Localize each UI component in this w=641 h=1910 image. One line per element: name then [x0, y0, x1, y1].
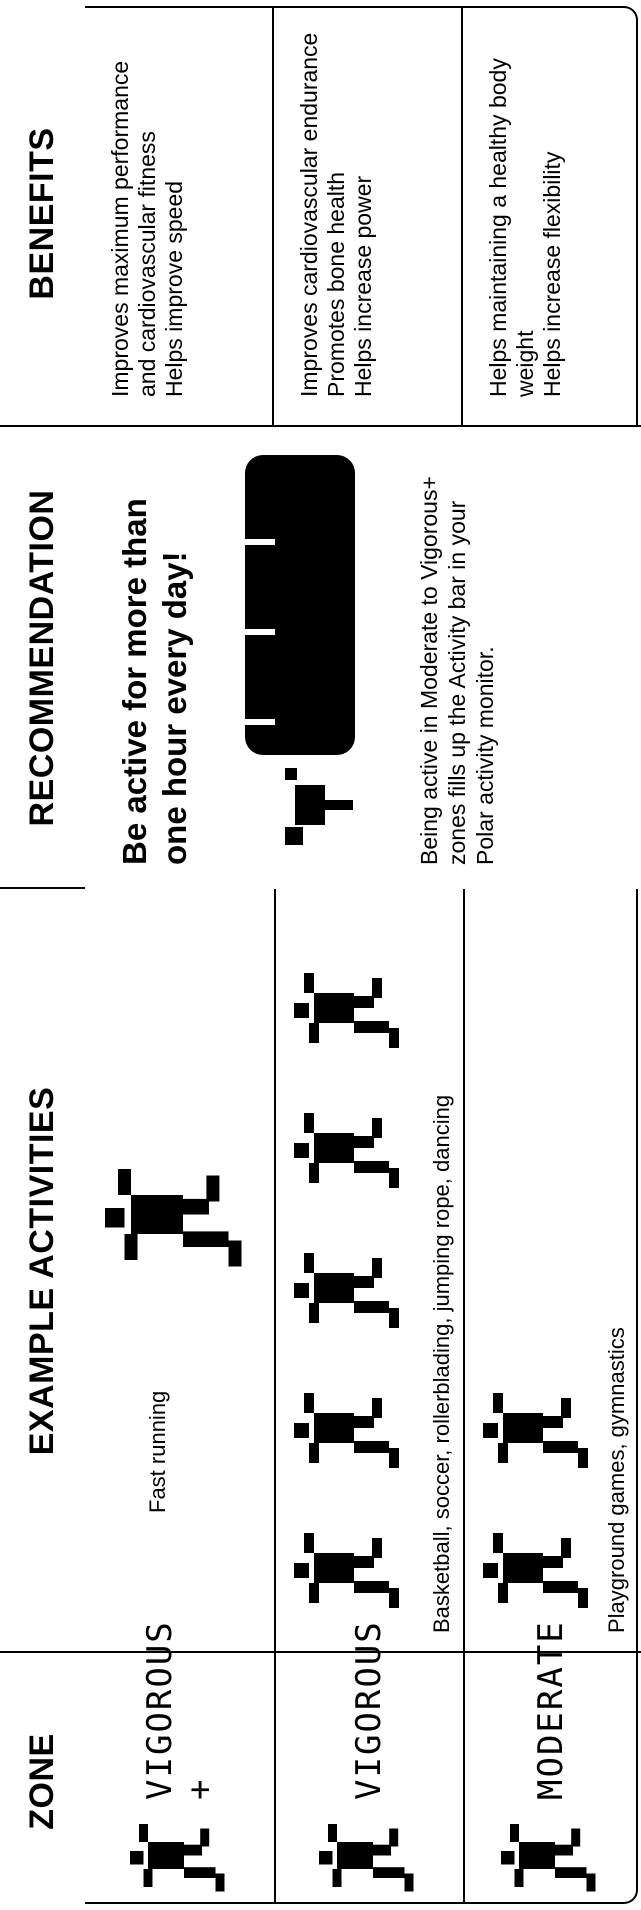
zone-cell: MODERATE [463, 1620, 638, 1910]
header-zone: ZONE [23, 1733, 61, 1830]
activities: Fast running [145, 1390, 170, 1513]
pictogram [294, 1253, 399, 1328]
benefit: Improves maximum performance and cardiov… [107, 60, 160, 397]
pictogram [318, 1824, 413, 1892]
activity-bar-icon [245, 455, 355, 845]
activities: Playground games, gymnastics [604, 1327, 629, 1633]
recommendation-headline: Be active for more than one hour every d… [116, 498, 193, 865]
benefit: Improves cardiovascular endurance [296, 32, 322, 397]
benefit: Helps improve speed [161, 180, 187, 397]
benefit: Helps increase flexibility [539, 151, 565, 397]
pictogram [129, 1824, 224, 1892]
pictogram [294, 1533, 399, 1608]
activities-cell: Fast running [85, 889, 274, 1653]
benefits-cell: Improves maximum performance and cardiov… [85, 0, 274, 427]
pictogram [294, 1393, 399, 1468]
pictogram [105, 1169, 242, 1267]
recommendation-text: Being active in Moderate to Vigorous+ zo… [416, 476, 498, 865]
benefits-cell: Helps maintaining a healthy body weight H… [463, 0, 638, 427]
activities: Basketball, soccer, rollerblading, jumpi… [429, 1094, 454, 1633]
recommendation-cell: Be active for more than one hour every d… [85, 427, 641, 889]
benefits-cell: Improves cardiovascular endurance Promote… [274, 0, 463, 427]
benefit: Helps maintaining a healthy body weight [485, 58, 538, 397]
pictogram [294, 1113, 399, 1188]
benefit: Promotes bone health [323, 171, 349, 397]
activities-cell: Playground games, gymnastics [463, 889, 638, 1653]
zone-cell: VIGOROUS + [85, 1620, 274, 1910]
header-activities: EXAMPLE ACTIVITIES [23, 1086, 61, 1456]
pictogram [294, 973, 399, 1048]
pictogram [483, 1393, 588, 1468]
pictogram [500, 1824, 595, 1892]
pictogram [483, 1533, 588, 1608]
header-recommendation: RECOMMENDATION [23, 489, 61, 827]
benefit: Helps increase power [350, 175, 376, 397]
zone-cell: VIGOROUS [274, 1620, 463, 1910]
header-benefits: BENEFITS [23, 127, 61, 300]
activities-cell: Basketball, soccer, rollerblading, jumpi… [274, 889, 463, 1653]
